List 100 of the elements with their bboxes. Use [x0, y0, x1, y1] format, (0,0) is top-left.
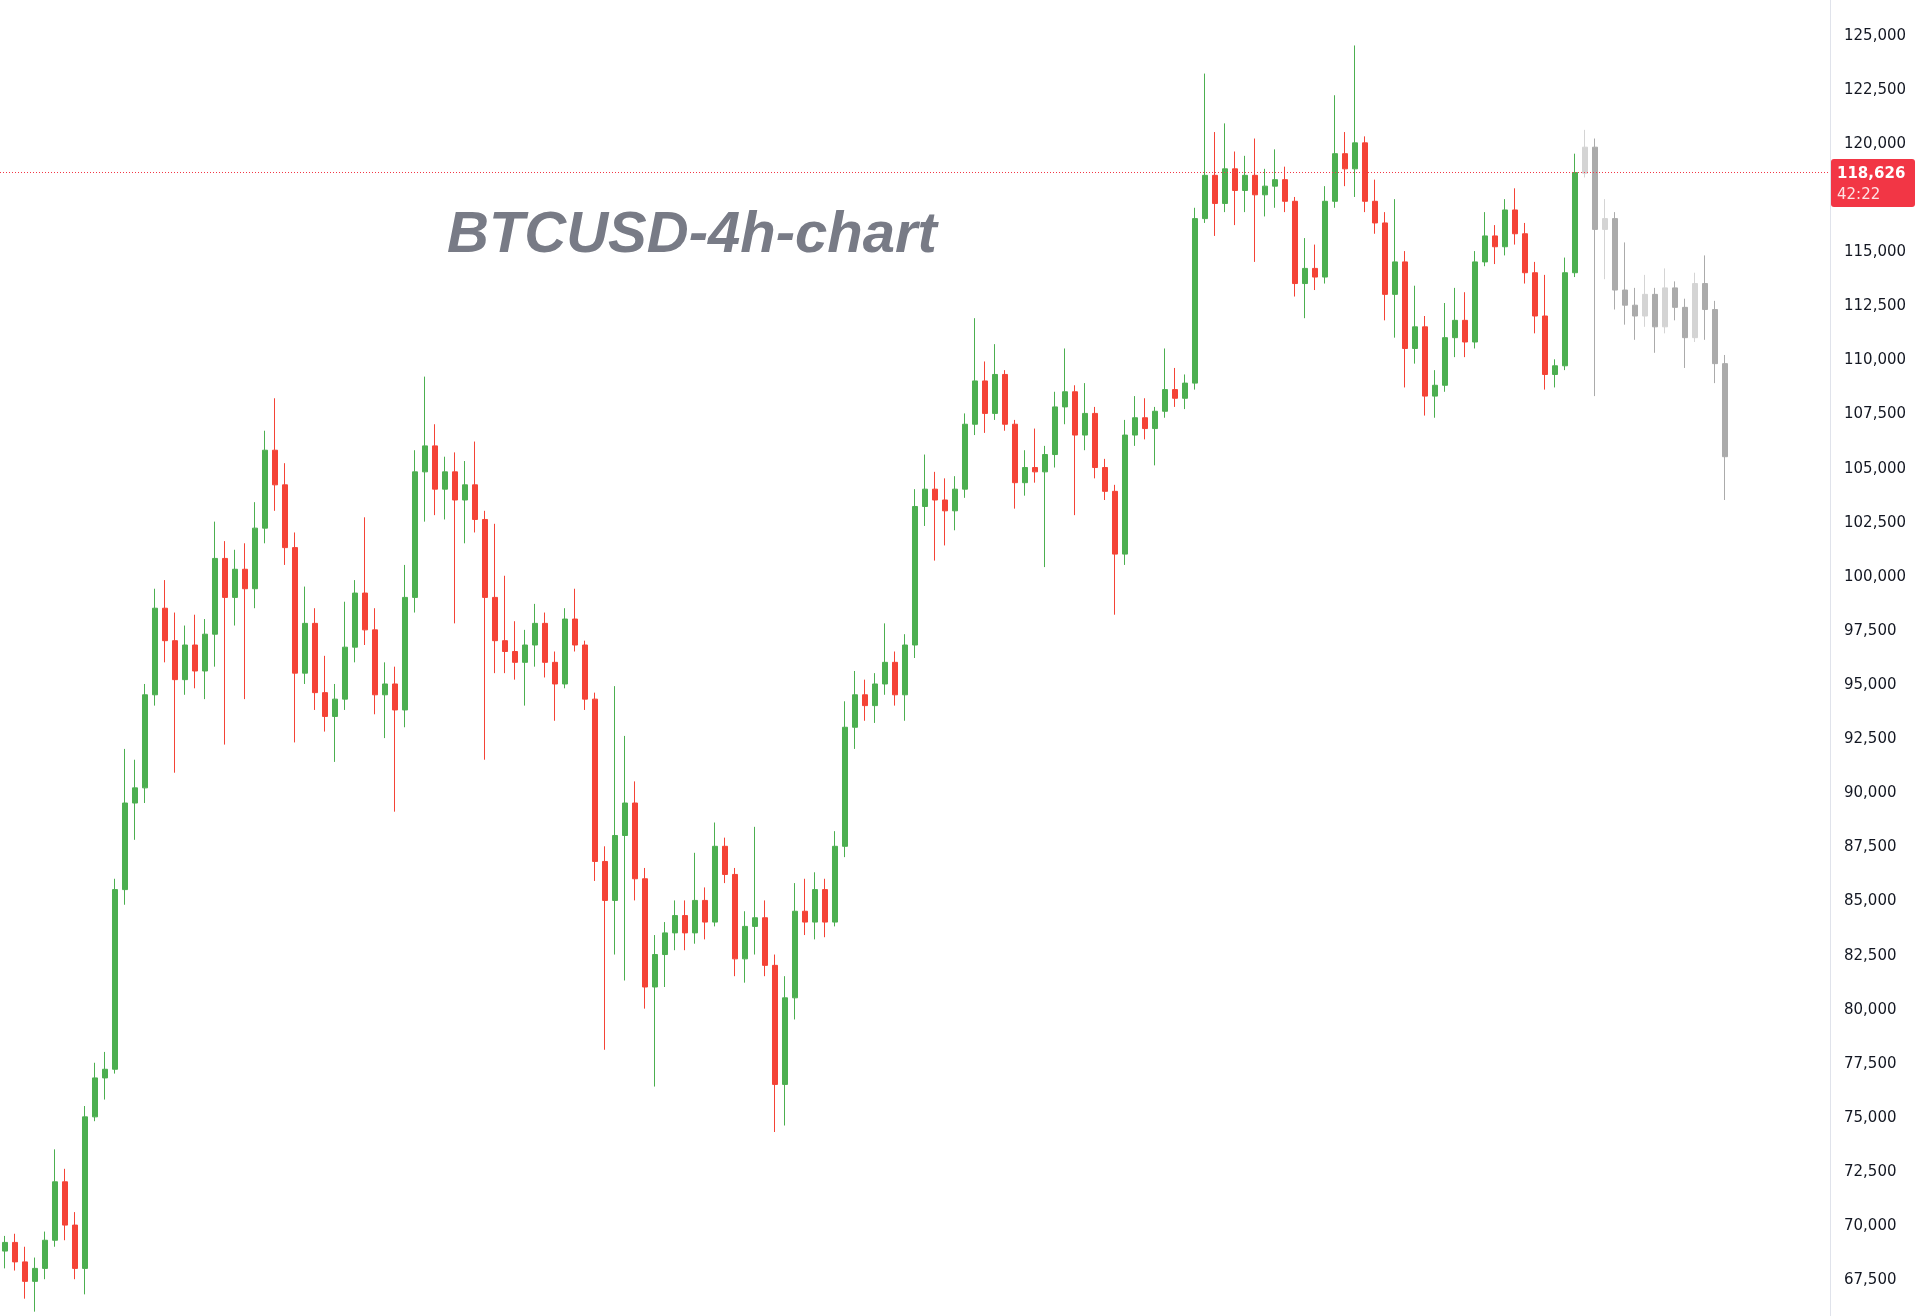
- candlestick: [682, 899, 688, 951]
- candlestick: [1172, 367, 1178, 408]
- candlestick: [672, 899, 678, 951]
- candlestick: [432, 423, 438, 516]
- y-tick-label: 110,000: [1844, 350, 1907, 369]
- candlestick: [112, 878, 118, 1075]
- candlestick: [1572, 153, 1578, 278]
- y-tick-label: 72,500: [1844, 1161, 1897, 1180]
- candlestick: [1272, 148, 1278, 209]
- candlestick: [812, 871, 818, 940]
- candlestick: [272, 397, 278, 512]
- candlestick: [842, 700, 848, 858]
- candlestick: [1452, 287, 1458, 358]
- candlestick: [512, 620, 518, 681]
- candlestick: [612, 685, 618, 956]
- y-tick-label: 67,500: [1844, 1270, 1897, 1289]
- candlestick: [1212, 131, 1218, 237]
- candlestick: [1042, 445, 1048, 568]
- candlestick: [482, 510, 488, 761]
- candlestick: [292, 531, 298, 743]
- candlestick: [952, 475, 958, 531]
- candlestick: [1152, 406, 1158, 466]
- candlestick: [742, 910, 748, 984]
- candlestick: [1262, 168, 1268, 217]
- candlestick: [392, 666, 398, 813]
- candlestick: [1052, 391, 1058, 469]
- candlestick: [252, 501, 258, 609]
- candlestick: [1322, 185, 1328, 285]
- candlestick: [1292, 196, 1298, 298]
- candlestick: [1602, 198, 1608, 280]
- candlestick: [412, 449, 418, 614]
- candlestick: [722, 837, 728, 884]
- candlestick: [542, 612, 548, 678]
- y-tick-label: 95,000: [1844, 674, 1897, 693]
- candlestick: [1352, 44, 1358, 198]
- candlestick: [692, 852, 698, 945]
- candlestick: [1632, 287, 1638, 341]
- candlestick: [1012, 419, 1018, 510]
- candlestick: [332, 683, 338, 763]
- candlestick: [1562, 257, 1568, 371]
- candlestick: [1062, 347, 1068, 425]
- candlestick: [382, 661, 388, 739]
- candlestick: [1112, 484, 1118, 616]
- candlestick: [362, 516, 368, 646]
- candlestick: [922, 454, 928, 527]
- candlestick: [1432, 369, 1438, 419]
- candlestick: [1002, 369, 1008, 432]
- candlestick: [1252, 138, 1258, 263]
- candlestick: [1662, 267, 1668, 334]
- candlestick: [242, 542, 248, 700]
- y-tick-label: 87,500: [1844, 837, 1897, 856]
- candlestick: [652, 934, 658, 1088]
- candlestick: [1082, 382, 1088, 451]
- candlestick: [1302, 237, 1308, 319]
- candlestick: [972, 317, 978, 436]
- candlestick: [1222, 122, 1228, 213]
- candlestick: [1442, 302, 1448, 393]
- candlestick: [862, 679, 868, 722]
- candlestick: [622, 735, 628, 982]
- candlestick: [1072, 384, 1078, 516]
- candlestick: [1182, 373, 1188, 410]
- candlestick: [372, 607, 378, 715]
- candlestick: [852, 670, 858, 750]
- candlestick: [212, 521, 218, 668]
- y-tick-label: 77,500: [1844, 1053, 1897, 1072]
- candlestick: [872, 672, 878, 724]
- candlestick: [1512, 187, 1518, 246]
- candlestick: [1192, 207, 1198, 391]
- candlestick: [1592, 138, 1598, 397]
- candlestick: [422, 376, 428, 523]
- candlestick: [492, 523, 498, 674]
- y-tick-label: 82,500: [1844, 945, 1897, 964]
- candlestick: [262, 430, 268, 544]
- candlestick: [182, 625, 188, 696]
- candlestick: [732, 867, 738, 977]
- candlestick: [472, 441, 478, 533]
- candlestick: [1232, 151, 1238, 226]
- y-tick-label: 80,000: [1844, 999, 1897, 1018]
- candlestick: [62, 1168, 68, 1241]
- candlestick: [712, 822, 718, 927]
- y-tick-label: 115,000: [1844, 242, 1907, 261]
- candlestick: [1702, 254, 1708, 341]
- candlestick: [882, 622, 888, 696]
- candlestick: [1552, 358, 1558, 388]
- candlestick: [402, 564, 408, 728]
- candlestick: [162, 579, 168, 663]
- candlestick: [942, 477, 948, 546]
- candlestick: [1492, 224, 1498, 265]
- candlestick: [12, 1233, 18, 1272]
- candlestick: [2, 1235, 8, 1269]
- candlestick: [1282, 166, 1288, 213]
- candlestick: [1472, 250, 1478, 349]
- candlestick: [552, 651, 558, 722]
- candlestick: [1692, 272, 1698, 343]
- text: BTCUSD-4h-chart: [447, 198, 940, 264]
- candlestick: [1502, 198, 1508, 256]
- y-tick-label: 90,000: [1844, 783, 1897, 802]
- candlestick: [642, 867, 648, 1010]
- candlestick: [932, 471, 938, 562]
- candlestick: [22, 1246, 28, 1300]
